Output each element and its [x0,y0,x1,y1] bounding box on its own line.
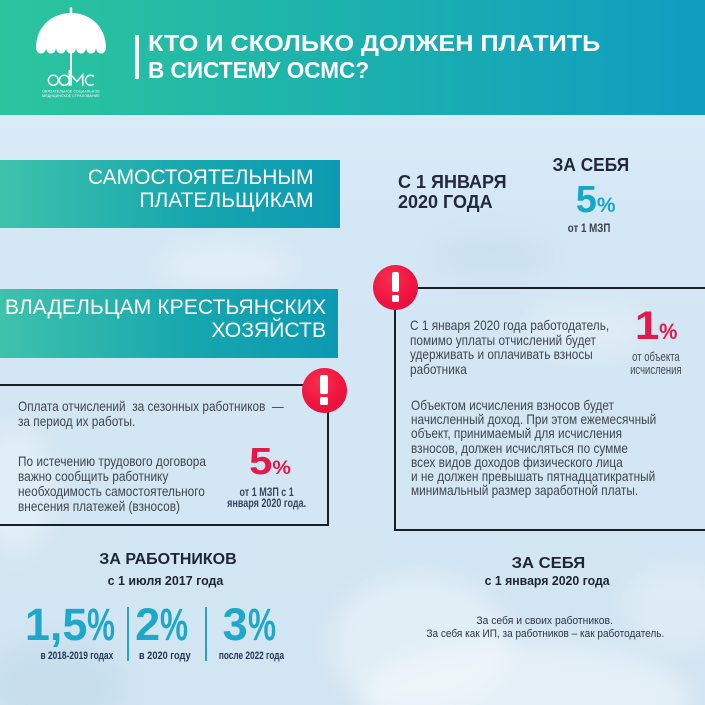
svg-text:МЕДИЦИНСКОЕ СТРАХОВАНИЕ: МЕДИЦИНСКОЕ СТРАХОВАНИЕ [42,94,100,98]
svg-text:ОБЯЗАТЕЛЬНОЕ СОЦИАЛЬНОЕ: ОБЯЗАТЕЛЬНОЕ СОЦИАЛЬНОЕ [42,89,100,93]
